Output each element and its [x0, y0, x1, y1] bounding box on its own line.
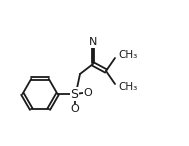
- Text: O: O: [84, 87, 92, 98]
- Text: N: N: [89, 37, 97, 47]
- Text: O: O: [70, 105, 79, 114]
- Text: CH₃: CH₃: [118, 51, 137, 60]
- Text: CH₃: CH₃: [118, 81, 137, 92]
- Text: S: S: [70, 87, 78, 100]
